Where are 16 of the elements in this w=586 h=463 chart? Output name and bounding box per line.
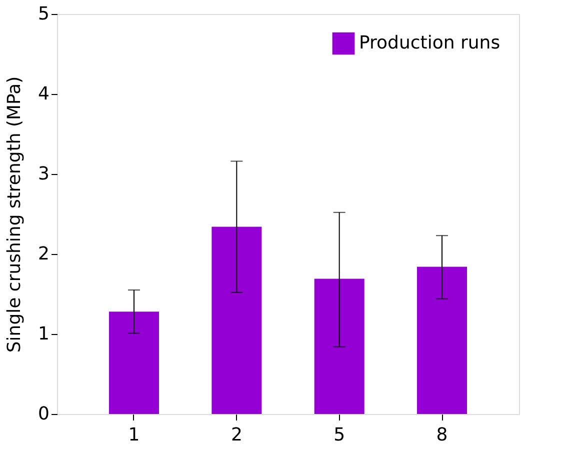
x-tick-label: 2 xyxy=(230,424,242,446)
y-axis-title: Single crushing strength (MPa) xyxy=(4,76,26,353)
y-tick-label: 5 xyxy=(38,4,50,24)
y-tick-label: 3 xyxy=(38,164,50,184)
y-tick-label: 0 xyxy=(38,404,50,424)
bar xyxy=(314,278,364,414)
bar xyxy=(212,226,262,414)
x-tick-label: 8 xyxy=(436,424,448,446)
bar xyxy=(417,266,467,414)
y-tick-label: 2 xyxy=(38,244,50,264)
bar xyxy=(109,312,159,414)
x-tick-label: 1 xyxy=(128,424,140,446)
legend-label: Production runs xyxy=(359,32,500,54)
y-tick-label: 4 xyxy=(38,84,50,104)
y-tick-label: 1 xyxy=(38,324,50,344)
x-tick-label: 5 xyxy=(334,424,346,446)
